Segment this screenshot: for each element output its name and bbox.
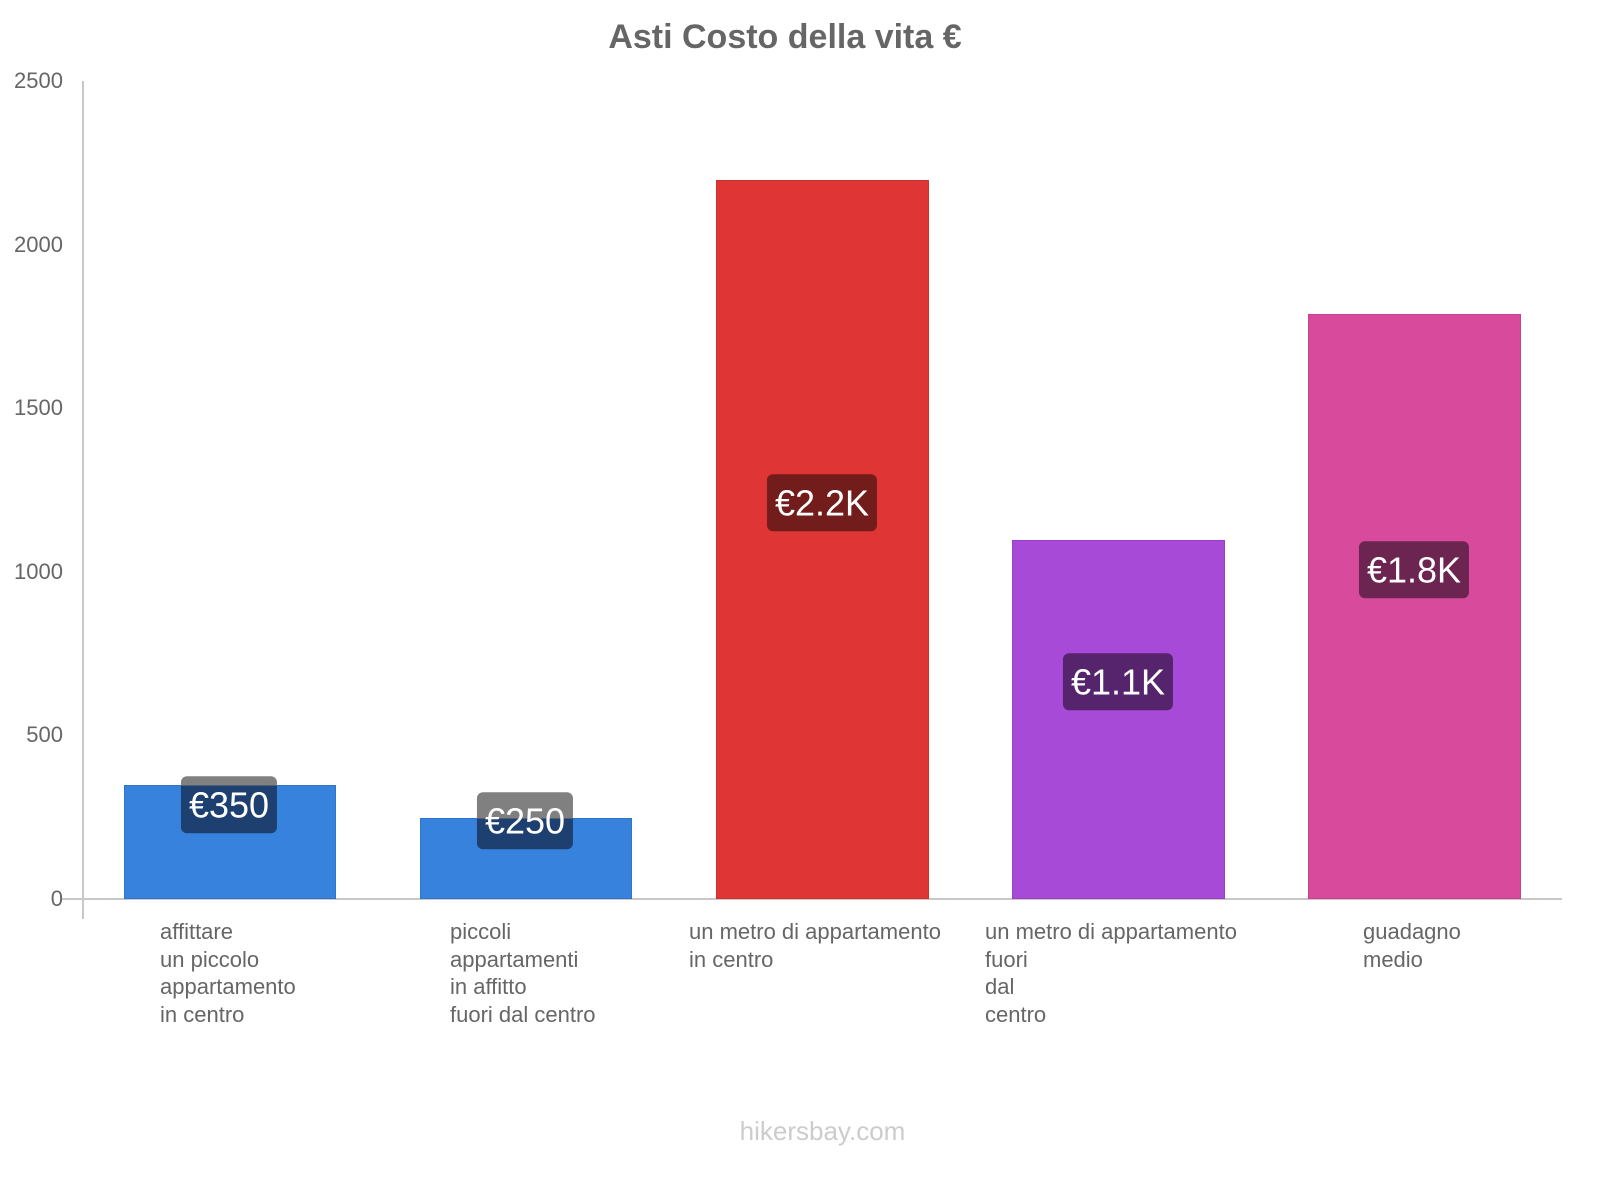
y-tick-label: 500 [26,722,63,747]
x-axis-line [62,898,1562,900]
bar-average-salary[interactable] [1308,314,1521,899]
y-tick-label: 0 [50,886,63,911]
bar-sqm-apartment-center[interactable] [716,180,929,899]
bar-sqm-apartment-outside-center[interactable] [1012,540,1225,899]
x-category-label: affittare un piccolo appartamento in cen… [160,919,296,1027]
y-tick-label: 2500 [14,68,63,93]
y-tick-label: 1500 [14,395,63,420]
x-category-label: guadagno medio [1363,919,1461,972]
bar-value-label: €1.8K [1358,541,1470,599]
y-axis-line [82,81,84,919]
y-tick-label: 1000 [14,559,63,584]
bar-value-label: €250 [476,792,574,850]
x-category-label: un metro di appartamento in centro [689,919,941,972]
x-category-label: un metro di appartamento fuori dal centr… [985,919,1237,1027]
chart-title: Asti Costo della vita € [608,18,962,56]
bar-value-label: €350 [180,776,278,834]
y-tick-label: 2000 [14,232,63,257]
bar-value-label: €1.1K [1062,653,1174,711]
bar-value-label: €2.2K [766,474,878,532]
x-category-label: piccoli appartamenti in affitto fuori da… [450,919,596,1027]
watermark: hikersbay.com [739,1116,906,1146]
